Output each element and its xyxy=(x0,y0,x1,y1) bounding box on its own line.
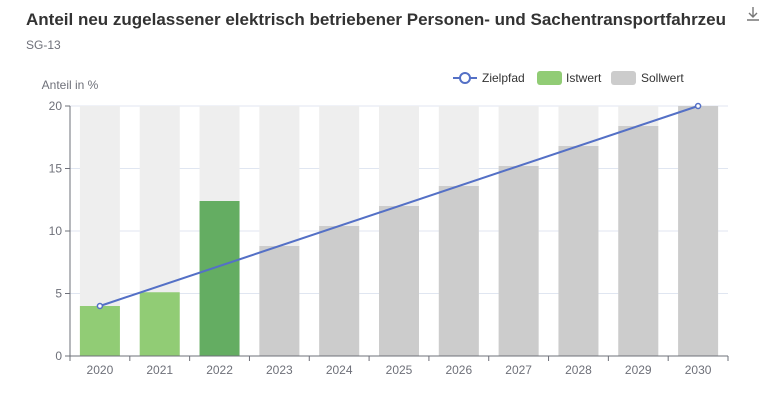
chart-subtitle: SG-13 xyxy=(26,38,61,52)
y-tick-label: 5 xyxy=(55,287,62,301)
chart-title: Anteil neu zugelassener elektrisch betri… xyxy=(26,10,727,29)
bar-sollwert[interactable] xyxy=(498,166,539,356)
x-tick-label: 2022 xyxy=(206,363,233,377)
bar-sollwert[interactable] xyxy=(319,226,360,356)
x-tick-label: 2021 xyxy=(146,363,173,377)
legend-zielpfad-marker[interactable] xyxy=(459,72,471,84)
x-tick-label: 2028 xyxy=(565,363,592,377)
legend-sollwert-label[interactable]: Sollwert xyxy=(641,71,684,85)
bar-sollwert[interactable] xyxy=(379,206,419,356)
x-tick-label: 2023 xyxy=(266,363,293,377)
y-axis-label: Anteil in % xyxy=(42,78,99,92)
zielpfad-line xyxy=(99,105,699,307)
bar-istwert[interactable] xyxy=(79,306,120,356)
x-tick-label: 2027 xyxy=(505,363,532,377)
bar-sollwert[interactable] xyxy=(678,106,719,356)
x-tick-label: 2030 xyxy=(685,363,712,377)
bar-sollwert[interactable] xyxy=(558,146,599,356)
x-tick-label: 2025 xyxy=(386,363,413,377)
legend-zielpfad-label[interactable]: Zielpfad xyxy=(482,71,525,85)
bar-istwert[interactable] xyxy=(199,201,240,356)
legend-sollwert-swatch[interactable] xyxy=(611,71,636,85)
bar-istwert[interactable] xyxy=(139,292,180,356)
bar-sollwert[interactable] xyxy=(259,246,300,356)
y-tick-label: 0 xyxy=(55,349,62,363)
x-tick-label: 2026 xyxy=(445,363,472,377)
zielpfad-point[interactable] xyxy=(96,302,104,310)
y-tick-label: 20 xyxy=(49,99,63,113)
y-tick-label: 10 xyxy=(49,224,63,238)
download-icon[interactable] xyxy=(746,6,760,25)
legend-istwert-swatch[interactable] xyxy=(537,71,562,85)
x-tick-label: 2029 xyxy=(625,363,652,377)
zielpfad-point[interactable] xyxy=(694,102,702,110)
x-tick-label: 2020 xyxy=(87,363,114,377)
bar-sollwert[interactable] xyxy=(438,186,479,356)
y-tick-label: 15 xyxy=(49,162,63,176)
x-tick-label: 2024 xyxy=(326,363,353,377)
legend-istwert-label[interactable]: Istwert xyxy=(566,71,602,85)
bar-sollwert[interactable] xyxy=(618,126,659,356)
